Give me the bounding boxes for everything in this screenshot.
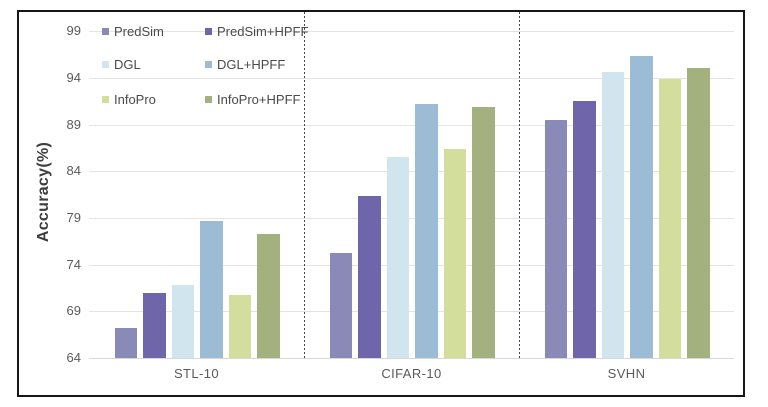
y-tick-label-64: 64: [66, 350, 81, 365]
x-axis-label-svhn: SVHN: [607, 366, 646, 381]
bar-dgl-cifar-10: [386, 157, 409, 358]
gridline-79: [89, 218, 734, 219]
bar-dgl-hpff-cifar-10: [415, 104, 438, 358]
bar-predsim-stl-10: [114, 328, 137, 358]
legend-item-dgl: DGL: [102, 56, 141, 74]
legend-item-predsim-hpff: PredSim+HPFF: [205, 22, 308, 40]
y-tick-label-94: 94: [66, 70, 81, 85]
gridline-94: [89, 78, 734, 79]
bar-dgl-hpff-svhn: [630, 55, 653, 358]
legend-label: PredSim+HPFF: [217, 23, 309, 39]
y-tick-label-89: 89: [66, 116, 81, 132]
bar-predsim-hpff-stl-10: [143, 292, 166, 358]
legend-item-predsim: PredSim: [102, 22, 164, 40]
y-tick-label-99: 99: [66, 23, 81, 39]
legend-label: DGL: [114, 57, 141, 72]
bar-infopro-stl-10: [228, 294, 251, 358]
bar-infopro-hpff-cifar-10: [472, 106, 495, 358]
legend-item-infopro-hpff: InfoPro+HPFF: [205, 90, 300, 108]
legend-swatch-icon: [205, 95, 212, 103]
legend-swatch-icon: [102, 27, 109, 35]
y-tick-label-84: 84: [66, 163, 81, 179]
legend-item-dgl-hpff: DGL+HPFF: [205, 56, 285, 74]
group-separator: [304, 12, 305, 358]
bar-predsim-cifar-10: [329, 253, 352, 358]
legend-swatch-icon: [102, 95, 109, 103]
x-axis-label-cifar-10: CIFAR-10: [381, 366, 442, 381]
bar-infopro-hpff-svhn: [687, 67, 710, 358]
bar-dgl-svhn: [601, 72, 624, 358]
legend-item-infopro: InfoPro: [102, 90, 156, 108]
bar-dgl-stl-10: [171, 285, 194, 358]
legend-swatch-icon: [102, 61, 109, 68]
gridline-89: [89, 124, 734, 126]
legend-swatch-icon: [205, 61, 212, 68]
gridline-74: [89, 264, 734, 266]
plot-area: 64 69 74 79 84 89 94 99 STL-10 CIFAR-10 SVHN: [67, 12, 734, 381]
bar-dgl-hpff-stl-10: [200, 220, 223, 358]
legend-label: PredSim: [114, 23, 164, 39]
legend-swatch-icon: [205, 27, 212, 35]
y-tick-label-69: 69: [66, 303, 81, 319]
chart-frame: Accuracy(%) 64 69 74 79 84 89 94 99 STL-10 CIFAR-…: [17, 10, 745, 397]
gridline-64: [89, 358, 734, 359]
bar-infopro-svhn: [658, 78, 681, 358]
group-separator: [519, 12, 520, 358]
legend-label: DGL+HPFF: [217, 57, 286, 72]
y-axis-title: Accuracy(%): [35, 141, 52, 243]
bar-infopro-cifar-10: [443, 148, 466, 358]
bar-predsim-hpff-svhn: [573, 101, 596, 358]
legend-label: InfoPro: [114, 91, 156, 107]
y-tick-label-79: 79: [66, 210, 81, 225]
gridline-84: [89, 171, 734, 173]
gridline-69: [89, 311, 734, 313]
y-tick-label-74: 74: [66, 256, 81, 272]
bar-predsim-hpff-cifar-10: [358, 195, 381, 358]
bar-infopro-hpff-stl-10: [257, 233, 280, 358]
bar-predsim-svhn: [544, 120, 567, 358]
x-axis-label-stl-10: STL-10: [173, 366, 220, 381]
gridline-99: [89, 31, 734, 33]
legend-label: InfoPro+HPFF: [217, 91, 301, 107]
